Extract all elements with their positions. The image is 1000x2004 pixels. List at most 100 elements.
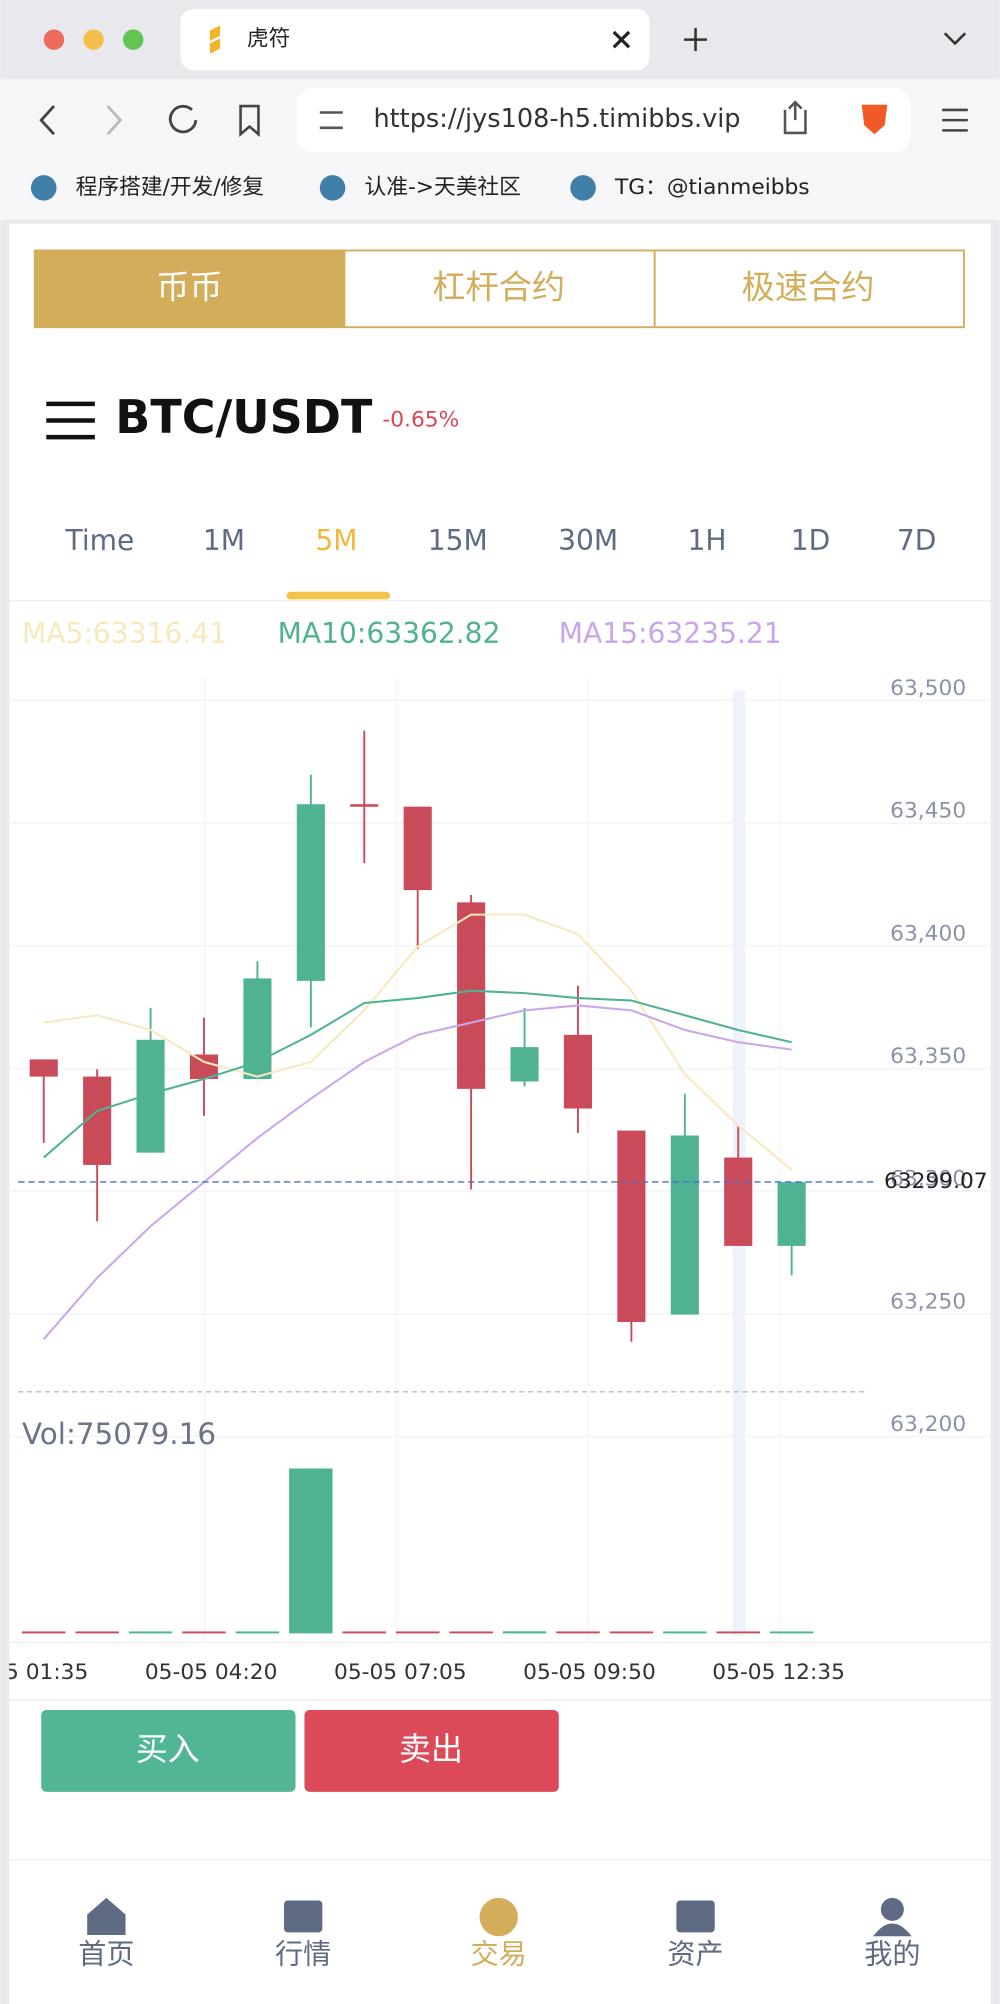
volume-bar [502,1631,547,1634]
volume-bar [182,1631,226,1634]
candle-body [563,1034,593,1109]
back[interactable] [39,105,55,136]
period[interactable]: 5M [315,524,357,557]
period[interactable]: 7D [897,524,937,557]
nav-label[interactable]: 行情 [275,1937,331,1970]
volume-bar [449,1631,493,1634]
close-dot[interactable] [43,29,65,50]
volume-bar [716,1631,760,1634]
max-dot[interactable] [122,29,144,50]
volume-bar [342,1631,386,1634]
period[interactable]: 1H [688,524,727,557]
brave[interactable] [861,104,888,135]
period[interactable]: 1D [791,524,831,557]
tab-label[interactable]: 币币 [156,267,222,306]
candle-body [83,1076,112,1165]
menu[interactable] [942,108,968,132]
nav-icon [284,1900,323,1933]
volume-bar [235,1631,280,1634]
nav-icon [880,1897,904,1921]
ma-label: MA10:63362.82 [278,617,501,650]
candle-body [189,1054,219,1080]
sell-label: 卖出 [399,1730,463,1768]
buy-label: 买入 [136,1730,200,1768]
bookmark[interactable] [239,104,260,137]
min-dot[interactable] [83,29,104,50]
volume-bar [663,1631,707,1634]
sell-button[interactable] [304,1710,559,1792]
tab-label[interactable]: 杠杆合约 [432,267,565,306]
address-bar[interactable] [296,88,911,153]
content [9,223,991,2004]
change: -0.65% [382,407,459,432]
bookmark-icon [30,175,57,201]
nav-label[interactable]: 交易 [471,1937,527,1970]
tab-menu[interactable] [943,32,967,46]
x-tick-label: 05-05 12:35 [712,1660,845,1685]
y-tick-label: 63,350 [890,1044,966,1069]
bookmark-icon [570,175,596,201]
period[interactable]: 15M [428,524,488,557]
volume-bar [75,1631,119,1634]
active-tab [34,250,346,328]
volume-bar [289,1468,333,1634]
candle-body [243,978,272,1080]
ma-line [42,1004,792,1340]
volume-label: Vol:75079.16 [22,1417,216,1451]
y-tick-label: 63,450 [890,799,966,824]
ma-line [43,913,793,1171]
pair: BTC/USDT [115,390,373,444]
volume-bar [769,1631,814,1634]
ma-line [43,989,792,1159]
nav-bar: 首页 行情 交易 资产 我的 [78,1897,920,1970]
nav-icon [479,1897,518,1937]
tab[interactable] [180,8,650,71]
y-tick-label: 63,200 [890,1412,966,1437]
period-underline [286,591,391,600]
forward[interactable] [106,105,123,136]
new-tab[interactable] [684,28,708,52]
y-tick-label: 63,400 [890,921,966,946]
nav-label[interactable]: 我的 [864,1937,920,1970]
candle-body [617,1130,646,1322]
candle-body [457,902,486,1089]
url: https://jys108-h5.timibbs.vip [373,104,740,134]
y-tick-label: 63,500 [890,676,966,701]
bookmark[interactable]: TG：@tianmeibbs [614,175,810,200]
candle-body [777,1182,806,1246]
ma-label: MA15:63235.21 [559,617,782,650]
bookmarks: 程序搭建/开发/修复 认准->天美社区 TG：@tianmeibbs [30,175,810,201]
y-tick-label: 63,250 [890,1289,966,1314]
nav-icon [873,1923,912,1937]
nav-label[interactable]: 资产 [667,1937,723,1970]
volume-bar [128,1631,173,1634]
nav-icon [87,1897,126,1935]
candle-body [403,806,432,891]
period[interactable]: 30M [558,524,618,557]
volume-bar [609,1631,654,1634]
tab-close[interactable] [612,30,631,49]
buy-button[interactable] [41,1710,296,1792]
nav-icon [676,1900,715,1933]
bookmark[interactable]: 认准->天美社区 [365,175,521,200]
x-tick-label: 05-05 01:35 [0,1660,88,1685]
nav-label[interactable]: 首页 [78,1937,134,1970]
site-settings[interactable] [319,111,343,130]
x-tick-label: 05-05 04:20 [145,1660,278,1685]
x-tick-label: 05-05 07:05 [334,1660,467,1685]
period[interactable]: 1M [203,524,245,557]
candle-body [724,1157,753,1246]
favicon [209,25,221,54]
pair-menu[interactable] [46,401,95,440]
tab-label[interactable]: 极速合约 [742,267,875,306]
volume-bar [556,1631,600,1634]
bookmark[interactable]: 程序搭建/开发/修复 [76,175,264,200]
share[interactable] [783,100,807,135]
bookmark-icon [319,175,346,201]
tab-title: 虎符 [247,27,290,52]
candle-body [670,1135,699,1315]
period[interactable]: Time [65,524,135,557]
candle-body [296,804,325,981]
reload[interactable] [168,104,198,134]
